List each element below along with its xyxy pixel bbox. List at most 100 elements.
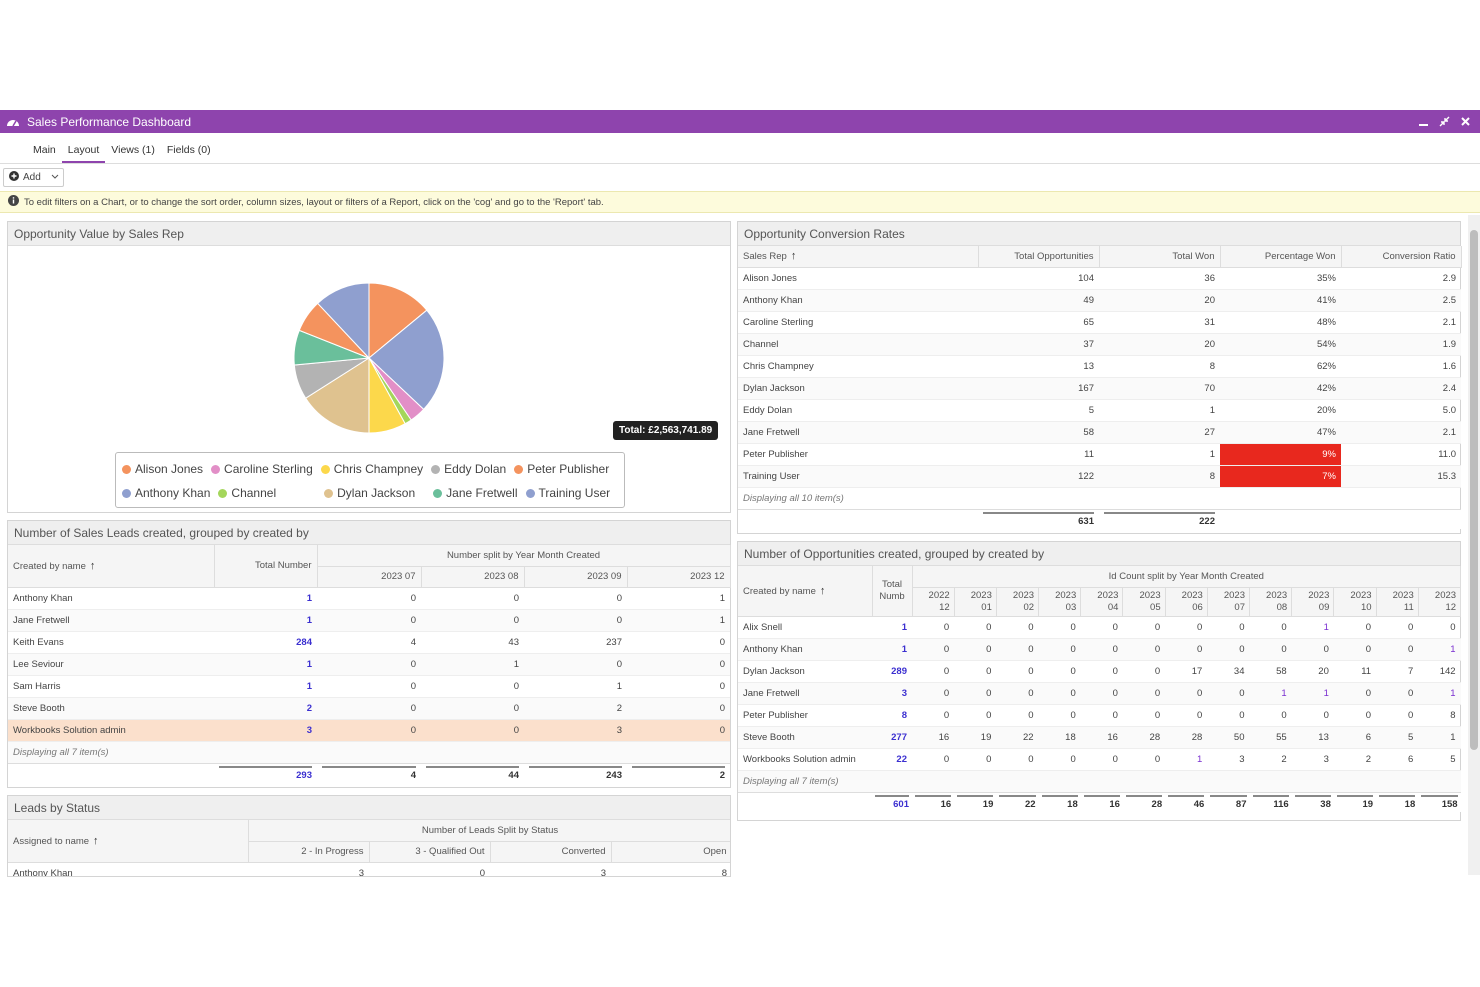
column-header[interactable]: 2023 04 — [1080, 587, 1124, 617]
count-link[interactable]: 22 — [872, 748, 912, 771]
table-row[interactable]: Keith Evans 284 4 43 237 0 — [8, 631, 731, 654]
table-row[interactable]: Peter Publisher 11 1 9% 11.0 — [738, 443, 1461, 466]
column-header[interactable]: 2023 09 — [524, 566, 628, 588]
table-row[interactable]: Anthony Khan 49 20 41% 2.5 — [738, 289, 1461, 312]
close-icon[interactable] — [1459, 115, 1472, 128]
legend-item[interactable]: Caroline Sterling — [211, 462, 313, 476]
table-row[interactable]: Steve Booth 277 16 19 22 18 16 28 28 50 55 13 6 5 1 — [738, 726, 1461, 749]
table-row[interactable]: Chris Champney 13 8 62% 1.6 — [738, 355, 1461, 378]
column-header[interactable]: 2023 09 — [1291, 587, 1335, 617]
table-row[interactable]: Workbooks Solution admin 22 0 0 0 0 0 0 1 3 2 3 2 6 5 — [738, 748, 1461, 771]
column-header[interactable]: 2023 05 — [1122, 587, 1166, 617]
table-row[interactable]: Jane Fretwell 1 0 0 0 1 — [8, 609, 731, 632]
legend-item[interactable]: Anthony Khan — [122, 486, 210, 500]
count-link[interactable]: 284 — [214, 631, 317, 654]
legend-item[interactable]: Eddy Dolan — [431, 462, 506, 476]
column-header[interactable]: Sales Rep ↑ — [738, 246, 979, 268]
count-link[interactable]: 1 — [872, 638, 912, 661]
count-link[interactable]: 1 — [214, 675, 317, 698]
table-row[interactable]: Peter Publisher 8 0 0 0 0 0 0 0 0 0 0 0 0 8 — [738, 704, 1461, 727]
legend-item[interactable]: Channel — [218, 486, 276, 500]
legend-item[interactable]: Jane Fretwell — [433, 486, 518, 500]
tab-layout[interactable]: Layout — [61, 139, 106, 163]
column-header[interactable]: 2023 02 — [996, 587, 1040, 617]
count-link[interactable]: 1 — [214, 587, 317, 610]
table-row[interactable]: Dylan Jackson 289 0 0 0 0 0 0 17 34 58 20 11 7 142 — [738, 660, 1461, 683]
table-row[interactable]: Dylan Jackson 167 70 42% 2.4 — [738, 377, 1461, 400]
count-link[interactable]: 3 — [214, 719, 317, 742]
pie-slice[interactable] — [304, 357, 370, 434]
table-row[interactable]: Anthony Khan 1 0 0 0 0 0 0 0 0 0 0 0 0 1 — [738, 638, 1461, 661]
column-header[interactable]: Created by name ↑ — [8, 545, 215, 588]
count-link[interactable]: 1 — [214, 609, 317, 632]
count-link[interactable]: 277 — [872, 726, 912, 749]
pie-slice[interactable] — [368, 309, 445, 411]
pie-slice[interactable] — [316, 282, 370, 360]
column-header[interactable]: 2023 03 — [1038, 587, 1082, 617]
count-link[interactable]: 1 — [214, 653, 317, 676]
tab-fields[interactable]: Fields (0) — [166, 144, 211, 156]
sort-ascending-icon[interactable]: ↑ — [89, 559, 96, 572]
month-year: 2023 — [1097, 589, 1119, 601]
column-header[interactable]: 2023 01 — [954, 587, 997, 617]
sort-ascending-icon[interactable]: ↑ — [93, 834, 99, 847]
table-row[interactable]: Caroline Sterling 65 31 48% 2.1 — [738, 311, 1461, 334]
table-row[interactable]: Workbooks Solution admin 3 0 0 3 0 — [8, 719, 731, 742]
column-header[interactable]: 2022 12 — [912, 587, 955, 617]
column-header[interactable]: 2 - In Progress — [248, 841, 370, 863]
column-header[interactable]: 2023 07 — [1207, 587, 1251, 617]
column-header[interactable]: Total Won — [1099, 246, 1221, 268]
table-row[interactable]: Lee Seviour 1 0 1 0 0 — [8, 653, 731, 676]
column-header[interactable]: Total Number — [214, 545, 318, 588]
column-header[interactable]: 2023 06 — [1165, 587, 1208, 617]
table-row[interactable]: Jane Fretwell 3 0 0 0 0 0 0 0 0 1 1 0 0 1 — [738, 682, 1461, 705]
scrollbar[interactable] — [1468, 215, 1480, 875]
sort-ascending-icon[interactable]: ↑ — [819, 584, 826, 597]
column-header[interactable]: 2023 10 — [1333, 587, 1377, 617]
column-header[interactable]: 2023 08 — [1249, 587, 1293, 617]
legend-item[interactable]: Dylan Jackson — [324, 486, 415, 500]
table-row[interactable]: Anthony Khan 3 0 3 8 — [8, 862, 730, 876]
table-row[interactable]: Training User 122 8 7% 15.3 — [738, 465, 1461, 488]
count-link[interactable]: 3 — [872, 682, 912, 705]
add-button[interactable]: Add — [3, 168, 64, 187]
count-link[interactable]: 2 — [214, 697, 317, 720]
column-header[interactable]: Open — [611, 841, 730, 863]
column-header[interactable]: Total Opportunities — [978, 246, 1100, 268]
table-row[interactable]: Channel 37 20 54% 1.9 — [738, 333, 1461, 356]
table-row[interactable]: Steve Booth 2 0 0 2 0 — [8, 697, 731, 720]
column-header[interactable]: Total Numb — [872, 566, 913, 617]
table-row[interactable]: Alison Jones 104 36 35% 2.9 — [738, 267, 1461, 290]
tab-views[interactable]: Views (1) — [111, 144, 155, 156]
total-value: 19 — [957, 794, 994, 810]
column-header[interactable]: 2023 12 — [627, 566, 731, 588]
table-row[interactable]: Eddy Dolan 5 1 20% 5.0 — [738, 399, 1461, 422]
legend-item[interactable]: Training User — [525, 486, 610, 500]
pie-slice[interactable] — [368, 282, 428, 360]
minimize-icon[interactable] — [1417, 115, 1430, 128]
column-header[interactable]: 2023 11 — [1376, 587, 1419, 617]
column-header[interactable]: 2023 12 — [1418, 587, 1462, 617]
table-row[interactable]: Anthony Khan 1 0 0 0 1 — [8, 587, 731, 610]
column-header[interactable]: Conversion Ratio — [1341, 246, 1462, 268]
legend-item[interactable]: Alison Jones — [122, 462, 203, 476]
count-link[interactable]: 289 — [872, 660, 912, 683]
column-header[interactable]: Percentage Won — [1220, 246, 1342, 268]
legend-item[interactable]: Peter Publisher — [514, 462, 609, 476]
count-link[interactable]: 1 — [872, 616, 912, 639]
scrollbar-thumb[interactable] — [1470, 230, 1478, 750]
column-header[interactable]: 2023 07 — [317, 566, 422, 588]
count-link[interactable]: 8 — [872, 704, 912, 727]
column-header[interactable]: Assigned to name ↑ — [8, 820, 249, 863]
table-row[interactable]: Alix Snell 1 0 0 0 0 0 0 0 0 0 1 0 0 0 — [738, 616, 1461, 639]
sort-ascending-icon[interactable]: ↑ — [790, 250, 797, 263]
legend-item[interactable]: Chris Champney — [320, 462, 423, 476]
column-header[interactable]: Created by name ↑ — [738, 566, 873, 617]
column-header[interactable]: 3 - Qualified Out — [369, 841, 491, 863]
column-header[interactable]: 2023 08 — [421, 566, 525, 588]
tab-main[interactable]: Main — [33, 144, 56, 156]
table-row[interactable]: Jane Fretwell 58 27 47% 2.1 — [738, 421, 1461, 444]
collapse-icon[interactable] — [1438, 115, 1451, 128]
column-header[interactable]: Converted — [490, 841, 612, 863]
table-row[interactable]: Sam Harris 1 0 0 1 0 — [8, 675, 731, 698]
